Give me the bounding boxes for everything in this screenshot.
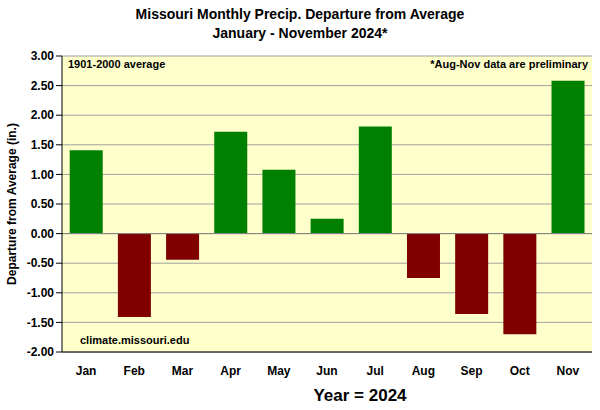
svg-text:Oct: Oct (510, 364, 530, 378)
svg-text:1.00: 1.00 (31, 168, 55, 182)
svg-text:2.00: 2.00 (31, 108, 55, 122)
svg-text:0.50: 0.50 (31, 197, 55, 211)
html-text:1901-2000 average: 1901-2000 average (68, 58, 166, 70)
svg-text:Jul: Jul (367, 364, 384, 378)
svg-text:-0.50: -0.50 (27, 256, 55, 270)
svg-text:-1.00: -1.00 (27, 286, 55, 300)
svg-text:0.00: 0.00 (31, 227, 55, 241)
html-text:*Aug-Nov data are preliminary: *Aug-Nov data are preliminary (430, 58, 588, 70)
html-text:Missouri Monthly Precip. Depar: Missouri Monthly Precip. Departure from … (135, 6, 465, 22)
html-text:Departure from Average (in.): Departure from Average (in.) (5, 123, 19, 285)
svg-text:Jan: Jan (76, 364, 97, 378)
html-text:Year = 2024: Year = 2024 (313, 386, 407, 405)
svg-text:May: May (267, 364, 291, 378)
svg-text:-1.50: -1.50 (27, 316, 55, 330)
html-text:climate.missouri.edu: climate.missouri.edu (80, 334, 190, 346)
svg-text:Aug: Aug (412, 364, 435, 378)
svg-text:-2.00: -2.00 (27, 345, 55, 359)
svg-text:Nov: Nov (557, 364, 580, 378)
svg-text:3.00: 3.00 (31, 49, 55, 63)
svg-text:Feb: Feb (124, 364, 145, 378)
svg-text:Apr: Apr (220, 364, 241, 378)
svg-text:Jun: Jun (316, 364, 337, 378)
svg-text:Sep: Sep (461, 364, 483, 378)
svg-text:Mar: Mar (172, 364, 194, 378)
html-text:January - November 2024*: January - November 2024* (212, 25, 388, 41)
svg-text:2.50: 2.50 (31, 79, 55, 93)
svg-text:1.50: 1.50 (31, 138, 55, 152)
